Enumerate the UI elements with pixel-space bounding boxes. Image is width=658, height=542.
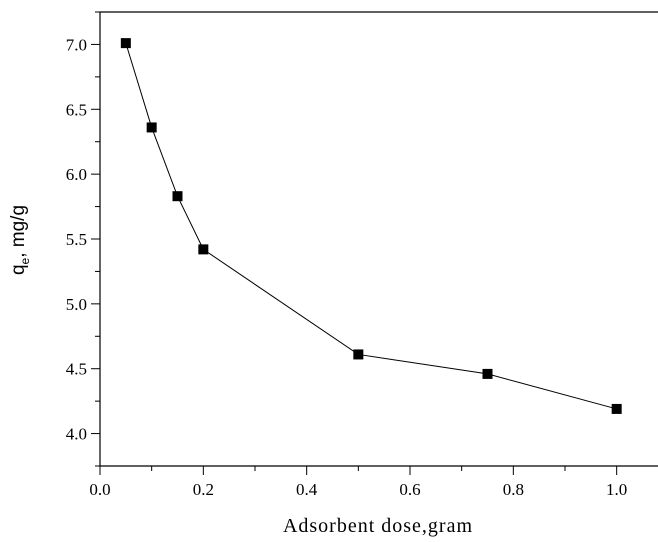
data-point [353, 349, 364, 360]
x-axis-label: Adsorbent dose,gram [283, 515, 473, 537]
data-point [120, 38, 131, 49]
x-tick-label: 0.6 [399, 480, 420, 499]
y-axis-label-rest: , mg/g [8, 205, 29, 258]
y-tick-label: 7.0 [66, 35, 87, 54]
data-point [611, 403, 622, 414]
ticks: 0.0 0.2 0.4 0.6 0.8 1.0 4.0 4.5 5.0 5.5 6.0 6.5 7.0 [66, 11, 627, 499]
y-tick-label: 6.5 [66, 100, 87, 119]
x-tick-label: 1.0 [606, 480, 627, 499]
y-tick-label: 4.0 [66, 425, 87, 444]
x-tick-label: 0.8 [503, 480, 524, 499]
y-axis-label-subscript: e [18, 257, 32, 264]
x-tick-label: 0.0 [89, 480, 110, 499]
y-axis-label-main: q [8, 264, 29, 275]
y-tick-label: 4.5 [66, 360, 87, 379]
x-tick-label: 0.2 [193, 480, 214, 499]
data-point [146, 122, 157, 133]
y-axis-label: qe, mg/g [8, 205, 32, 275]
series-line [125, 42, 617, 410]
x-tick-label: 0.4 [296, 480, 318, 499]
data-point [198, 244, 209, 255]
data-point [482, 368, 493, 379]
series [120, 38, 622, 414]
y-tick-label: 5.5 [66, 230, 87, 249]
data-point [172, 191, 183, 202]
y-tick-label: 5.0 [66, 295, 87, 314]
y-tick-label: 6.0 [66, 165, 87, 184]
